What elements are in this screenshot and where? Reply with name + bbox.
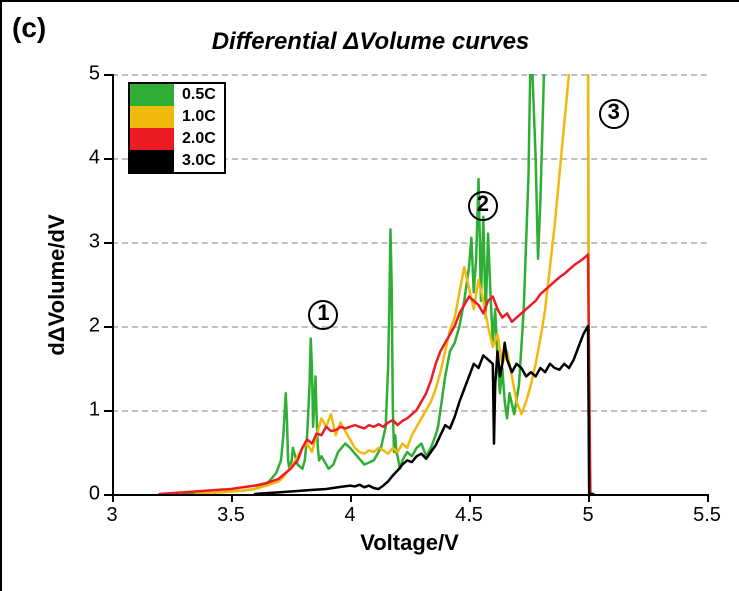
figure-panel: (c) Differential ΔVolume curves dΔVolume…	[0, 0, 739, 591]
legend-item: 2.0C	[130, 128, 224, 150]
y-tick	[104, 242, 112, 244]
annotation-circled-number: 3	[599, 99, 629, 129]
y-tick	[104, 410, 112, 412]
legend: 0.5C1.0C2.0C3.0C	[128, 82, 226, 174]
legend-swatch	[130, 84, 174, 106]
x-axis-line	[112, 494, 707, 496]
x-tick-label: 5.5	[693, 504, 721, 527]
y-axis-line	[112, 74, 114, 494]
annotation-circled-number: 2	[468, 191, 498, 221]
legend-label: 0.5C	[174, 84, 224, 106]
legend-item: 1.0C	[130, 106, 224, 128]
x-tick-label: 3	[106, 504, 117, 527]
y-tick	[104, 158, 112, 160]
legend-swatch	[130, 128, 174, 150]
y-tick-label: 2	[60, 315, 100, 338]
x-tick	[707, 494, 709, 502]
y-tick-label: 0	[60, 483, 100, 506]
x-tick-label: 4	[344, 504, 355, 527]
y-tick-label: 1	[60, 399, 100, 422]
legend-label: 1.0C	[174, 106, 224, 128]
legend-item: 0.5C	[130, 84, 224, 106]
x-tick-label: 3.5	[217, 504, 245, 527]
y-tick-label: 3	[60, 231, 100, 254]
x-tick-label: 5	[582, 504, 593, 527]
y-tick	[104, 326, 112, 328]
series-line-3.0C	[255, 326, 593, 494]
y-tick	[104, 494, 112, 496]
y-tick-label: 4	[60, 147, 100, 170]
x-tick	[350, 494, 352, 502]
chart-title: Differential ΔVolume curves	[2, 28, 739, 56]
legend-swatch	[130, 106, 174, 128]
legend-label: 3.0C	[174, 150, 224, 172]
legend-item: 3.0C	[130, 150, 224, 172]
x-tick	[231, 494, 233, 502]
legend-label: 2.0C	[174, 128, 224, 150]
legend-swatch	[130, 150, 174, 172]
y-axis-label: dΔVolume/dV	[44, 75, 70, 495]
x-tick	[469, 494, 471, 502]
series-line-0.5C	[183, 74, 594, 494]
y-tick	[104, 74, 112, 76]
x-tick-label: 4.5	[455, 504, 483, 527]
x-axis-label: Voltage/V	[112, 530, 707, 556]
y-tick-label: 5	[60, 63, 100, 86]
x-tick	[588, 494, 590, 502]
x-tick	[112, 494, 114, 502]
